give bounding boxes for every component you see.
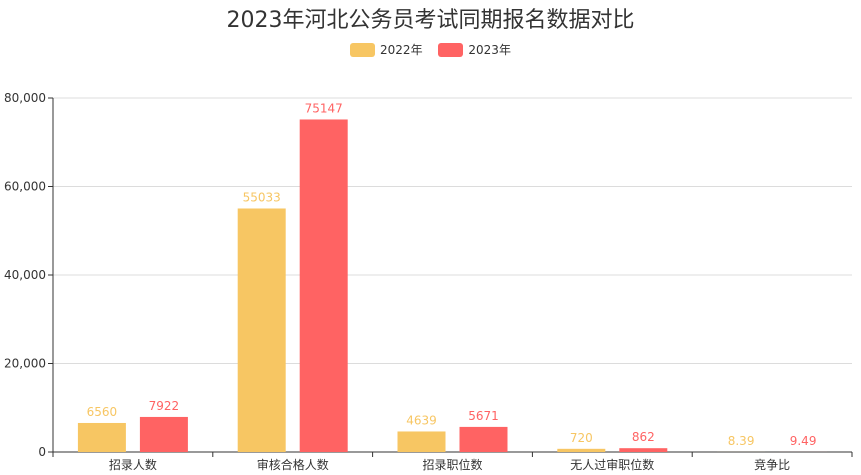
legend-swatch-2022 [350, 42, 376, 57]
y-tick-label: 0 [38, 445, 46, 459]
data-label: 720 [570, 431, 593, 445]
chart-title: 2023年河北公务员考试同期报名数据对比 [226, 8, 635, 33]
bar [299, 119, 348, 453]
legend-label-2023: 2023年 [468, 43, 511, 57]
x-tick-label: 招录人数 [109, 457, 157, 472]
bar [459, 426, 508, 452]
legend-label-2022: 2022年 [380, 43, 423, 57]
legend-swatch-2023 [438, 42, 464, 57]
legend: 2022年 2023年 [0, 41, 861, 60]
data-label: 4639 [406, 413, 437, 427]
data-label: 55033 [243, 190, 281, 204]
data-label: 5671 [468, 409, 499, 423]
data-label: 862 [632, 430, 655, 444]
data-label: 75147 [305, 101, 343, 115]
bar [139, 416, 188, 452]
bar [237, 208, 286, 452]
data-label: 7922 [149, 399, 180, 413]
data-label: 8.39 [728, 434, 755, 448]
legend-item-2022[interactable]: 2022年 [350, 41, 423, 58]
data-label: 6560 [87, 405, 118, 419]
legend-item-2023[interactable]: 2023年 [438, 41, 511, 58]
y-tick-label: 80,000 [4, 91, 46, 105]
bar [77, 422, 126, 452]
bar [397, 431, 446, 452]
y-tick-label: 40,000 [4, 268, 46, 282]
data-label: 9.49 [790, 434, 817, 448]
bar [619, 448, 668, 452]
y-tick-label: 60,000 [4, 180, 46, 194]
x-tick-label: 竞争比 [754, 458, 790, 472]
x-tick-label: 招录职位数 [422, 457, 482, 472]
x-tick-label: 审核合格人数 [257, 457, 329, 472]
bar [557, 448, 606, 452]
x-tick-label: 无人过审职位数 [570, 457, 654, 472]
y-tick-label: 20,000 [4, 357, 46, 371]
